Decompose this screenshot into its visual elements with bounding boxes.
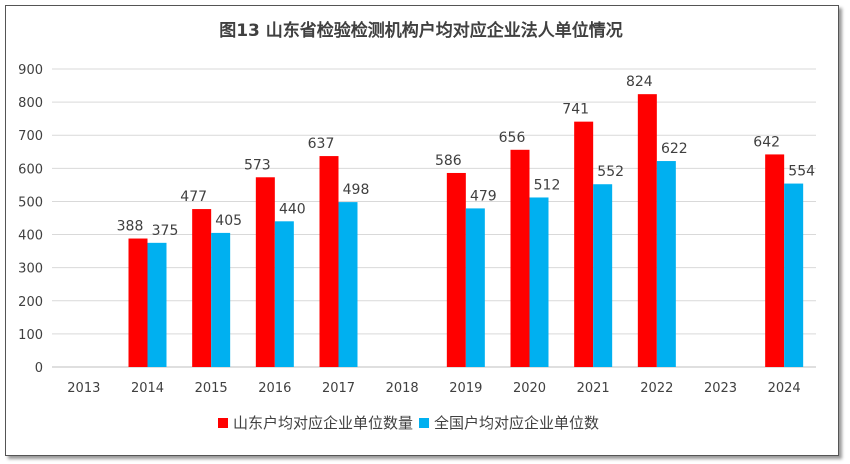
x-tick-label: 2013 xyxy=(67,381,100,396)
y-tick-label: 200 xyxy=(18,295,43,310)
bar-shandong xyxy=(319,156,339,367)
bar-national xyxy=(593,184,613,367)
y-tick-label: 800 xyxy=(18,96,43,111)
data-label: 642 xyxy=(753,134,780,150)
bar-shandong xyxy=(255,177,275,367)
bar-shandong xyxy=(192,209,212,367)
bar-national xyxy=(465,208,485,367)
bar-shandong xyxy=(446,172,466,367)
y-tick-label: 500 xyxy=(18,195,43,210)
legend-label: 全国户均对应企业单位数 xyxy=(434,414,599,432)
legend-label: 山东户均对应企业单位数量 xyxy=(233,414,413,432)
bar-national xyxy=(529,197,549,367)
x-tick-label: 2020 xyxy=(513,381,546,396)
data-label: 554 xyxy=(788,164,815,180)
legend-swatch xyxy=(218,418,228,428)
x-tick-label: 2017 xyxy=(322,381,355,396)
x-tick-label: 2016 xyxy=(258,381,291,396)
y-tick-label: 600 xyxy=(18,162,43,177)
x-tick-label: 2022 xyxy=(640,381,673,396)
data-label: 586 xyxy=(435,153,462,169)
bar-national xyxy=(784,183,804,367)
bar-national xyxy=(338,202,358,367)
bar-national xyxy=(274,221,294,367)
y-tick-label: 700 xyxy=(18,129,43,144)
data-label: 375 xyxy=(152,223,179,239)
chart-frame xyxy=(5,5,839,456)
bar-national xyxy=(656,161,676,367)
y-tick-label: 100 xyxy=(18,328,43,343)
y-tick-label: 0 xyxy=(35,361,43,376)
x-tick-label: 2021 xyxy=(577,381,610,396)
bar-shandong xyxy=(510,149,530,367)
data-label: 622 xyxy=(661,141,688,157)
data-label: 498 xyxy=(343,182,370,198)
data-label: 637 xyxy=(308,136,335,152)
data-label: 656 xyxy=(499,130,526,146)
data-label: 405 xyxy=(215,213,242,229)
data-label: 573 xyxy=(244,157,271,173)
x-tick-label: 2024 xyxy=(768,381,801,396)
data-label: 741 xyxy=(562,102,589,118)
data-label: 477 xyxy=(180,189,207,205)
x-tick-label: 2015 xyxy=(195,381,228,396)
x-tick-label: 2019 xyxy=(449,381,482,396)
legend-swatch xyxy=(419,418,430,428)
y-tick-label: 300 xyxy=(18,262,43,277)
bar-shandong xyxy=(574,121,594,367)
data-label: 479 xyxy=(470,188,497,204)
data-label: 552 xyxy=(597,164,624,180)
chart-title: 图13 山东省检验检测机构户均对应企业法人单位情况 xyxy=(219,20,623,41)
x-tick-label: 2023 xyxy=(704,381,737,396)
data-label: 824 xyxy=(626,74,653,90)
bar-national xyxy=(147,242,167,367)
data-label: 388 xyxy=(117,219,144,235)
bar-shandong xyxy=(765,154,785,367)
bar-shandong xyxy=(128,238,148,367)
x-tick-label: 2018 xyxy=(386,381,419,396)
data-label: 440 xyxy=(279,201,306,217)
bar-shandong xyxy=(637,94,657,368)
bar-national xyxy=(211,232,231,367)
data-label: 512 xyxy=(534,177,561,193)
y-tick-label: 900 xyxy=(18,63,43,78)
y-tick-label: 400 xyxy=(18,229,43,244)
x-tick-label: 2014 xyxy=(131,381,164,396)
